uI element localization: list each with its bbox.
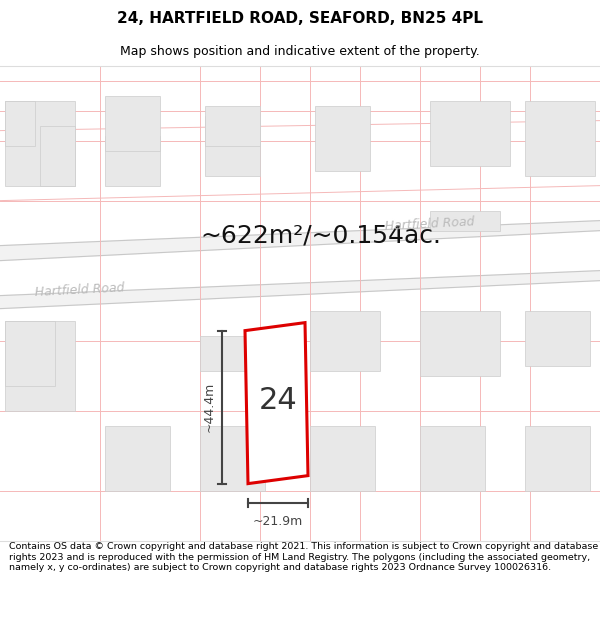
Bar [40, 126, 75, 186]
Text: Contains OS data © Crown copyright and database right 2021. This information is : Contains OS data © Crown copyright and d… [9, 542, 598, 572]
Bar [525, 311, 590, 366]
Bar [310, 426, 375, 491]
Polygon shape [245, 322, 308, 484]
Text: 24: 24 [259, 386, 298, 415]
Text: ~622m²/~0.154ac.: ~622m²/~0.154ac. [200, 224, 441, 248]
Bar [5, 101, 75, 186]
Bar [420, 311, 500, 376]
Bar [200, 426, 265, 491]
Text: Hartfield Road: Hartfield Road [385, 216, 475, 234]
Bar [430, 211, 500, 231]
Text: 24, HARTFIELD ROAD, SEAFORD, BN25 4PL: 24, HARTFIELD ROAD, SEAFORD, BN25 4PL [117, 11, 483, 26]
Bar [5, 321, 55, 386]
Bar [105, 136, 160, 186]
Bar [205, 116, 260, 176]
Text: Map shows position and indicative extent of the property.: Map shows position and indicative extent… [120, 45, 480, 58]
Bar [260, 346, 300, 376]
Text: ~44.4m: ~44.4m [203, 382, 216, 432]
Bar [315, 106, 370, 171]
Bar [430, 101, 510, 166]
Bar [310, 311, 380, 371]
Bar [205, 106, 260, 146]
Bar [105, 426, 170, 491]
Bar [5, 101, 35, 146]
Polygon shape [0, 221, 600, 261]
Bar [420, 426, 485, 491]
Bar [105, 96, 160, 151]
Bar [525, 101, 595, 176]
Bar [5, 321, 75, 411]
Bar [525, 426, 590, 491]
Text: Hartfield Road: Hartfield Road [35, 282, 125, 299]
Text: ~21.9m: ~21.9m [253, 514, 303, 528]
Bar [200, 336, 255, 371]
Polygon shape [0, 271, 600, 309]
